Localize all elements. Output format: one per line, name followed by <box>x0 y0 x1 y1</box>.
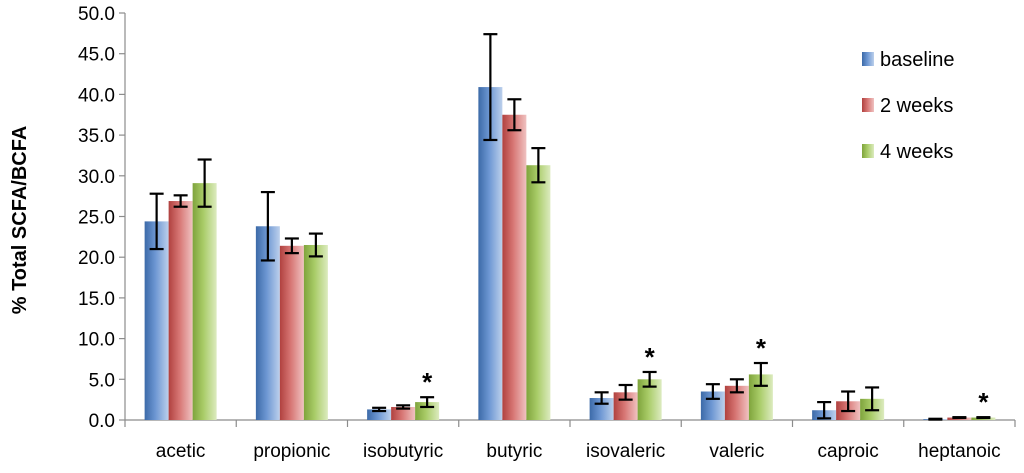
y-axis-title: % Total SCFA/BCFA <box>9 126 31 315</box>
significance-star: * <box>978 387 989 417</box>
y-tick-label: 10.0 <box>78 330 115 351</box>
x-category-label: valeric <box>709 441 764 462</box>
bar-propionic-4-weeks <box>303 244 328 420</box>
y-tick-label: 45.0 <box>78 45 115 66</box>
legend-swatch <box>862 144 874 158</box>
axes <box>119 12 1016 427</box>
legend-label: 4 weeks <box>880 141 953 163</box>
error-bars <box>149 33 991 421</box>
bar-propionic-2-weeks <box>279 245 304 420</box>
legend-swatch <box>862 98 874 112</box>
bars <box>144 87 996 420</box>
bar-isobutyric-baseline <box>367 409 392 420</box>
bar-butyric-4-weeks <box>526 165 551 420</box>
legend-swatch <box>862 52 874 66</box>
x-category-label: isobutyric <box>363 441 443 462</box>
bar-acetic-4-weeks <box>192 183 217 420</box>
labels: 0.0 5.0 10.0 15.0 20.0 25.0 30.0 35.0 40.0 45.0 50… <box>78 4 1001 462</box>
y-tick-label: 35.0 <box>78 126 115 147</box>
y-tick-label: 15.0 <box>78 289 115 310</box>
y-tick-label: 50.0 <box>78 4 115 25</box>
x-category-label: caproic <box>818 441 879 462</box>
y-tick-label: 5.0 <box>89 370 115 391</box>
significance-star: * <box>422 367 433 397</box>
bar-butyric-2-weeks <box>502 114 527 420</box>
x-category-label: heptanoic <box>918 441 1000 462</box>
x-category-label: propionic <box>253 441 330 462</box>
bar-acetic-2-weeks <box>168 201 193 420</box>
bar-butyric-baseline <box>478 87 503 420</box>
y-tick-label: 0.0 <box>89 411 115 432</box>
x-category-label: isovaleric <box>586 441 665 462</box>
legend-label: 2 weeks <box>880 95 953 117</box>
bar-isobutyric-2-weeks <box>391 406 416 420</box>
significance-star: * <box>756 333 767 363</box>
y-tick-label: 40.0 <box>78 85 115 106</box>
y-tick-label: 20.0 <box>78 248 115 269</box>
bar-acetic-baseline <box>144 221 169 420</box>
legend: baseline 2 weeks 4 weeks <box>862 49 955 163</box>
significance-star: * <box>645 342 656 372</box>
y-tick-label: 25.0 <box>78 208 115 229</box>
x-category-label: acetic <box>156 441 206 462</box>
y-tick-label: 30.0 <box>78 167 115 188</box>
legend-label: baseline <box>880 49 955 71</box>
x-category-label: butyric <box>486 441 542 462</box>
